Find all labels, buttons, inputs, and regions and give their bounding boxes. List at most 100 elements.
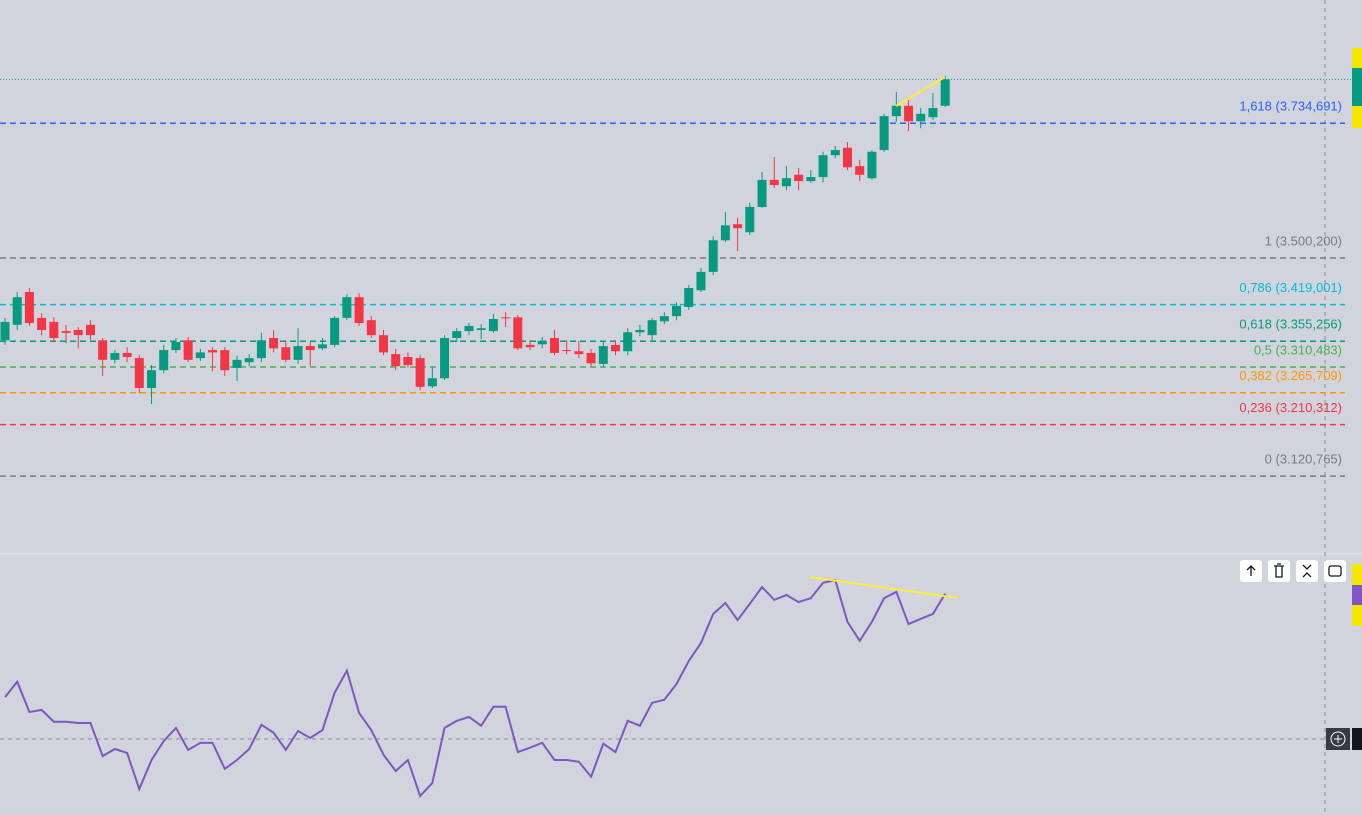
candle-body [525,344,535,348]
candle-body [598,346,608,364]
candle-body [256,340,266,359]
candle-body [37,317,47,330]
candle-body [354,297,364,324]
candle-body [720,225,730,241]
candle-body [244,358,254,363]
candle-body [891,105,901,117]
candle-body [769,179,779,186]
candle-body [0,321,10,341]
candle-body [549,338,559,353]
fib-label: 0 (3.120,765) [1265,452,1342,467]
candle-body [733,224,743,229]
candle-body [98,340,108,360]
candle-body [818,155,828,178]
trend-line [895,76,946,107]
candle-body [208,350,218,353]
arrow-icon [1246,565,1256,576]
candle-body [672,305,682,317]
candle-body [61,331,71,333]
maximize-button[interactable] [1324,560,1346,582]
candle-body [281,347,291,360]
fib-label: 1 (3.500,200) [1265,233,1342,248]
candle-body [305,346,315,351]
candle-body [85,324,95,336]
candle-body [940,79,950,106]
candle-body [379,335,389,353]
fib-label: 1,618 (3.734,691) [1239,99,1342,114]
candle-body [537,340,547,345]
candle-body [134,358,144,389]
price-axis-tag [1352,68,1362,106]
candle-body [684,287,694,307]
candle-body [366,320,376,336]
candle-body [928,108,938,118]
candle-body [842,147,852,168]
candle-body [195,352,205,359]
collapse-icon [1302,564,1312,578]
candle-body [830,150,840,156]
candle-body [391,354,401,367]
candle-body [464,325,474,332]
candle-body [916,113,926,122]
fib-label: 0,786 (3.419,001) [1239,280,1342,295]
candle-body [586,352,596,364]
fib-label: 0,618 (3.355,256) [1239,317,1342,332]
pane-toolbar [1240,560,1346,582]
candle-body [488,319,498,332]
candle-body [403,356,413,366]
candle-body [513,317,523,349]
fib-label: 0,236 (3.210,312) [1239,400,1342,415]
candle-body [110,352,120,360]
candle-body [501,317,511,319]
candle-body [745,206,755,233]
fib-label: 0,382 (3.265,709) [1239,368,1342,383]
candle-body [232,359,242,368]
collapse-button[interactable] [1296,560,1318,582]
candle-body [122,352,132,357]
candle-body [415,358,425,387]
candle-body [879,116,889,151]
candle-body [574,351,584,355]
candle-body [794,174,804,182]
trend-line [809,576,959,599]
candle-body [708,240,718,272]
plus-icon [1334,735,1342,743]
delete-button[interactable] [1268,560,1290,582]
candle-body [24,292,34,324]
candle-body [73,329,83,336]
candle-body [659,316,669,322]
candle-body [562,350,572,352]
candle-body [452,331,462,339]
candle-body [623,332,633,352]
maximize-icon [1328,565,1342,577]
candle-body [342,297,352,318]
candle-body [330,317,340,345]
candle-body [293,346,303,360]
fib-label: 0,5 (3.310,483) [1254,342,1342,357]
candle-body [427,378,437,387]
candle-body [476,328,486,330]
candle-body [757,179,767,207]
candle-body [904,105,914,122]
candle-body [696,271,706,291]
candle-body [806,177,816,182]
candle-body [12,297,22,325]
candle-body [867,151,877,179]
candle-body [147,370,157,389]
candle-body [855,166,865,175]
candle-body [781,178,791,187]
candle-body [49,321,59,339]
axis-tag [1352,585,1362,605]
candle-body [220,350,230,371]
candle-body [635,329,645,333]
oscillator-line [4,578,947,798]
candle-body [171,342,181,351]
marks: 1,618 (3.734,691) 1 (3.500,200) 0,786 (3.4… [0,75,1352,798]
candle-body [269,338,279,349]
candle-body [440,338,450,379]
plus-icon [1330,731,1346,747]
candle-body [647,320,657,336]
